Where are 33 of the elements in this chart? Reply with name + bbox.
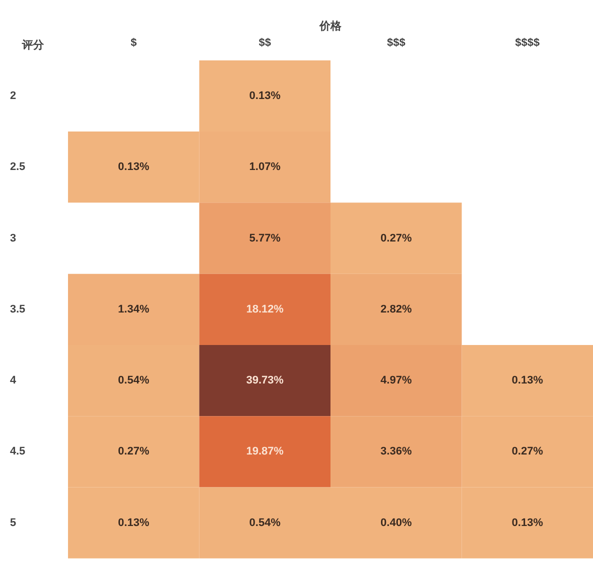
y-tick-label: 3.5 (10, 303, 26, 316)
y-axis-title: 评分 (21, 38, 45, 52)
y-tick-label: 5 (10, 516, 16, 529)
data-label: 0.54% (249, 516, 281, 529)
data-label: 4.97% (380, 374, 412, 387)
x-tick-label: $ (130, 36, 137, 49)
data-label: 2.82% (380, 303, 412, 316)
data-label: 0.13% (118, 161, 150, 174)
data-label: 0.27% (380, 232, 412, 244)
data-label: 0.13% (249, 90, 281, 102)
x-tick-label: $$$ (386, 36, 406, 49)
data-label: 19.87% (246, 446, 284, 458)
data-label: 0.13% (512, 516, 544, 529)
data-label: 0.54% (118, 374, 150, 387)
data-label: 0.13% (118, 516, 150, 529)
data-label: 0.13% (512, 374, 544, 387)
data-label: 1.07% (249, 161, 281, 174)
y-tick-label: 4 (10, 374, 17, 387)
data-label: 0.27% (118, 446, 150, 458)
data-label: 1.34% (118, 303, 150, 316)
data-label: 5.77% (249, 232, 281, 244)
y-tick-label: 2.5 (10, 161, 26, 174)
data-label: 18.12% (246, 303, 284, 316)
data-label: 0.27% (512, 446, 544, 458)
x-tick-label: $$ (258, 36, 271, 49)
y-tick-label: 3 (10, 232, 16, 244)
data-label: 39.73% (246, 374, 284, 387)
x-axis-title: 价格 (318, 20, 342, 33)
data-label: 0.40% (380, 516, 412, 529)
y-tick-label: 2 (10, 90, 16, 102)
data-label: 3.36% (380, 446, 412, 458)
x-tick-label: $$$$ (515, 36, 540, 49)
y-tick-label: 4.5 (10, 446, 26, 458)
